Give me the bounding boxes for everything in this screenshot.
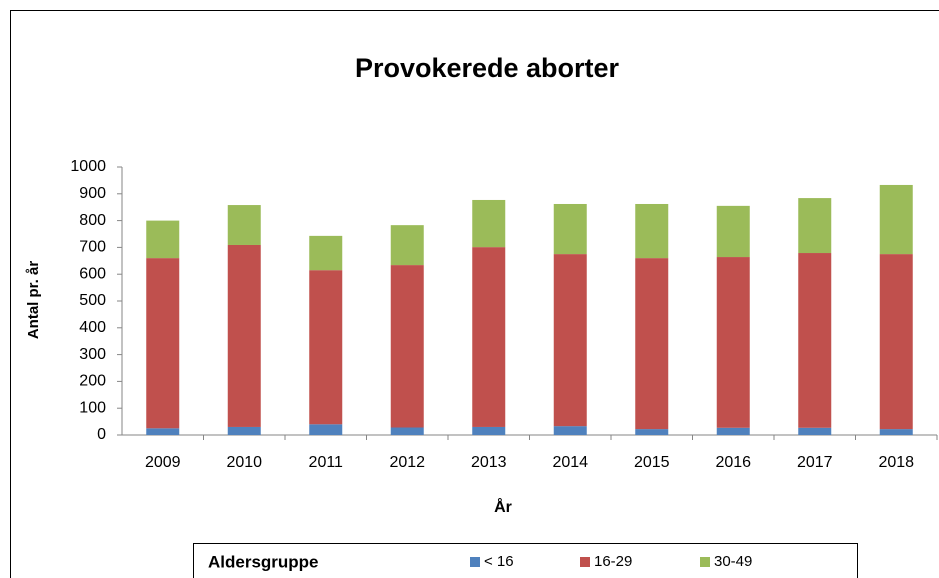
y-tick-label: 200 [79,373,106,390]
x-tick-label: 2014 [552,454,588,471]
legend-box [193,543,858,578]
x-tick-label: 2017 [797,454,833,471]
x-tick-label: 2009 [145,454,181,471]
legend-swatch [580,557,590,567]
bar-segment [553,254,587,427]
bar-segment [309,235,343,271]
bar-segment [798,253,832,428]
x-tick-label: 2016 [715,454,751,471]
bar-segment [553,426,587,435]
bar-segment [309,424,343,435]
bar-segment [879,184,913,255]
y-tick-label: 100 [79,399,106,416]
bar-segment [146,428,180,435]
bar-segment [879,429,913,435]
bar-segment [146,220,180,259]
x-tick-label: 2011 [309,454,344,471]
y-tick-label: 800 [79,212,106,229]
bar-segment [390,427,424,435]
chart-title: Provokerede aborter [355,53,620,83]
x-tick-label: 2012 [389,454,425,471]
y-tick-label: 0 [97,426,106,443]
bar-segment [227,244,261,427]
bar-segment [390,265,424,428]
bar-segment [716,205,750,258]
y-tick-label: 900 [79,185,106,202]
legend-title: Aldersgruppe [208,552,319,571]
bar-segment [716,427,750,435]
legend-swatch [470,557,480,567]
y-tick-label: 600 [79,265,106,282]
x-tick-label: 2018 [878,454,914,471]
bar-segment [635,203,669,259]
bar-segment [553,203,587,255]
bar-segment [635,258,669,430]
y-tick-label: 400 [79,319,106,336]
bar-segment [146,258,180,429]
x-tick-label: 2015 [634,454,670,471]
bar-segment [798,427,832,435]
x-tick-label: 2013 [471,454,507,471]
bar-segment [227,426,261,435]
bar-segment [227,205,261,245]
bar-segment [716,257,750,428]
legend-label: 30-49 [714,553,752,570]
y-tick-label: 300 [79,346,106,363]
bar-segment [309,270,343,425]
y-tick-label: 500 [79,292,106,309]
legend-label: < 16 [484,553,514,570]
y-tick-label: 700 [79,239,106,256]
y-axis-label: Antal pr. år [25,261,42,340]
bar-segment [635,429,669,435]
legend-swatch [700,557,710,567]
bar-segment [472,426,506,435]
x-tick-label: 2010 [226,454,262,471]
bar-segment [879,254,913,430]
bar-segment [390,225,424,266]
bar-segment [798,198,832,254]
y-tick-label: 1000 [70,158,106,175]
x-axis-label: År [494,497,512,516]
bar-segment [472,199,506,248]
bar-segment [472,247,506,427]
legend-label: 16-29 [594,553,632,570]
